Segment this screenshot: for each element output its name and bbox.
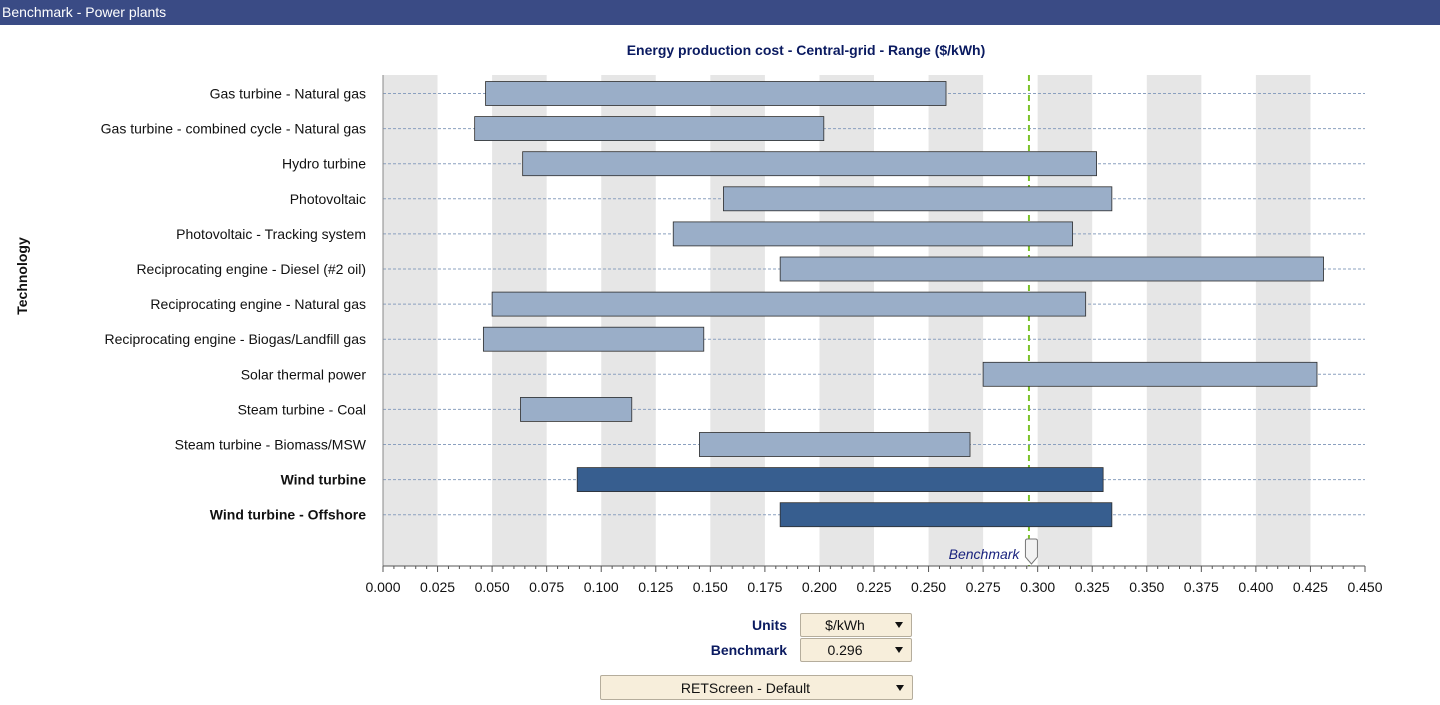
benchmark-dropdown-value: 0.296 <box>827 642 863 658</box>
grid-band <box>601 75 656 566</box>
range-chart: 0.000 0.025 0.050 0.075 0.100 0.125 0.150 0.175… <box>14 42 1383 595</box>
range-bar <box>779 502 1113 528</box>
category-label: Steam turbine - Biomass/MSW <box>175 437 367 453</box>
range-bar <box>485 81 947 106</box>
chart-title: Energy production cost - Central-grid - … <box>627 42 986 58</box>
range-bar <box>520 396 633 422</box>
x-tick-label: 0.425 <box>1293 579 1328 595</box>
x-tick-label: 0.000 <box>365 579 400 595</box>
units-dropdown-value: $/kWh <box>825 617 865 633</box>
x-tick-label: 0.250 <box>911 579 946 595</box>
grid-band <box>492 75 547 566</box>
category-label: Solar thermal power <box>241 366 367 382</box>
x-tick-label: 0.450 <box>1347 579 1382 595</box>
x-tick-label: 0.050 <box>475 579 510 595</box>
x-tick-label: 0.125 <box>638 579 673 595</box>
category-label: Photovoltaic - Tracking system <box>176 226 366 242</box>
grid-band <box>1146 75 1202 566</box>
grid-band <box>710 75 765 566</box>
chevron-down-icon <box>895 622 903 628</box>
dataset-dropdown[interactable]: RETScreen - Default <box>600 675 913 700</box>
x-tick-label: 0.400 <box>1238 579 1273 595</box>
x-tick-label: 0.175 <box>747 579 782 595</box>
category-label: Gas turbine - combined cycle - Natural g… <box>101 121 366 137</box>
grid-band <box>1037 75 1093 566</box>
category-label: Hydro turbine <box>282 156 366 172</box>
x-tick-label: 0.350 <box>1129 579 1164 595</box>
window-title: Benchmark - Power plants <box>0 0 1440 25</box>
chevron-down-icon <box>895 647 903 653</box>
x-tick-label: 0.225 <box>856 579 891 595</box>
benchmark-marker-handle[interactable] <box>1024 538 1038 565</box>
range-bar <box>474 116 825 141</box>
range-bar <box>482 326 705 352</box>
range-bar <box>982 361 1318 387</box>
x-tick-label: 0.200 <box>802 579 837 595</box>
range-bar <box>672 221 1073 247</box>
category-label: Reciprocating engine - Diesel (#2 oil) <box>136 261 366 277</box>
category-label: Wind turbine - Offshore <box>210 507 366 523</box>
category-label: Reciprocating engine - Biogas/Landfill g… <box>105 331 367 347</box>
benchmark-marker-label: Benchmark <box>949 546 1021 562</box>
grid-band <box>383 75 438 566</box>
range-bar <box>491 291 1087 317</box>
range-bar <box>522 151 1097 177</box>
y-axis-title: Technology <box>14 237 30 315</box>
category-label: Wind turbine <box>281 472 367 488</box>
grid-band <box>928 75 984 566</box>
category-label: Steam turbine - Coal <box>238 401 366 417</box>
x-tick-label: 0.325 <box>1075 579 1110 595</box>
benchmark-label: Benchmark <box>710 642 787 658</box>
category-label: Photovoltaic <box>290 191 366 207</box>
benchmark-dropdown[interactable]: 0.296 <box>800 638 912 662</box>
units-dropdown[interactable]: $/kWh <box>800 613 912 637</box>
range-bar <box>699 432 971 457</box>
category-label: Gas turbine - Natural gas <box>210 86 366 102</box>
x-tick-label: 0.375 <box>1184 579 1219 595</box>
x-tick-label: 0.075 <box>529 579 564 595</box>
category-label: Reciprocating engine - Natural gas <box>150 296 366 312</box>
x-tick-label: 0.025 <box>420 579 455 595</box>
x-tick-label: 0.300 <box>1020 579 1055 595</box>
x-tick-label: 0.275 <box>966 579 1001 595</box>
grid-band <box>1255 75 1311 566</box>
dataset-dropdown-value: RETScreen - Default <box>680 679 811 696</box>
x-tick-label: 0.100 <box>584 579 619 595</box>
x-tick-label: 0.150 <box>693 579 728 595</box>
range-bar <box>576 467 1104 493</box>
grid-band <box>819 75 874 566</box>
range-bar <box>723 186 1113 212</box>
units-label: Units <box>752 617 787 633</box>
chevron-down-icon <box>896 684 904 691</box>
range-bar <box>779 256 1324 282</box>
